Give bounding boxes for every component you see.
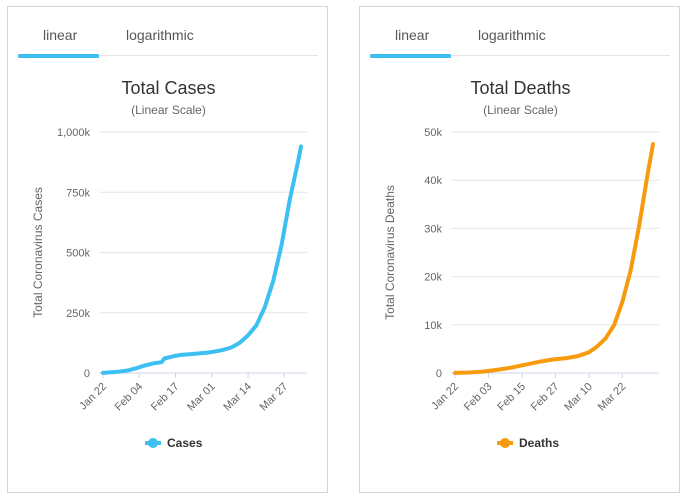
chart-subtitle: (Linear Scale) [483, 103, 558, 117]
tab-divider [370, 55, 670, 56]
tab-divider [18, 55, 318, 56]
tab-linear[interactable]: linear [395, 27, 430, 43]
x-tick-label: Mar 10 [562, 381, 595, 414]
legend-marker [148, 438, 158, 448]
y-tick-label: 30k [424, 223, 442, 235]
x-tick-label: Jan 22 [429, 381, 461, 413]
y-tick-label: 750k [66, 187, 90, 199]
legend-label: Cases [167, 436, 203, 450]
y-tick-label: 0 [436, 368, 442, 380]
cases-chart: Total Cases (Linear Scale) Total Coronavir… [31, 78, 307, 450]
x-tick-label: Mar 22 [596, 381, 629, 414]
x-tick-label: Feb 04 [113, 381, 146, 414]
legend-marker [500, 438, 510, 448]
tab-logarithmic[interactable]: logarithmic [478, 27, 546, 43]
deaths-chart: Total Deaths (Linear Scale) Total Coronavi… [383, 78, 659, 450]
x-tick-label: Feb 17 [149, 381, 182, 414]
chart-title: Total Cases [121, 78, 215, 98]
chart-subtitle: (Linear Scale) [131, 103, 206, 117]
x-tick-label: Feb 03 [462, 381, 495, 414]
tab-logarithmic[interactable]: logarithmic [126, 27, 194, 43]
y-tick-label: 0 [84, 368, 90, 380]
x-tick-label: Jan 22 [77, 381, 109, 413]
y-axis-title: Total Coronavirus Cases [31, 187, 45, 318]
y-tick-label: 10k [424, 320, 442, 332]
series-line [453, 142, 655, 375]
chart-title: Total Deaths [470, 78, 570, 98]
x-tick-label: Mar 27 [258, 381, 291, 414]
deaths-chart-panel: linear logarithmic Total Deaths (Linear S… [359, 6, 680, 493]
scale-tabs: linear logarithmic [360, 7, 679, 58]
scale-tabs: linear logarithmic [8, 7, 327, 58]
y-tick-label: 40k [424, 175, 442, 187]
y-tick-label: 250k [66, 308, 90, 320]
y-tick-label: 500k [66, 248, 90, 260]
x-tick-label: Mar 14 [221, 381, 254, 414]
y-tick-label: 1,000k [57, 127, 91, 139]
cases-chart-panel: linear logarithmic Total Cases (Linear Sc… [7, 6, 328, 493]
series-line [101, 144, 303, 375]
active-tab-indicator [370, 54, 451, 58]
x-tick-label: Feb 15 [495, 381, 528, 414]
active-tab-indicator [18, 54, 99, 58]
y-tick-label: 20k [424, 272, 442, 284]
y-tick-label: 50k [424, 127, 442, 139]
x-tick-label: Feb 27 [529, 381, 562, 414]
tab-linear[interactable]: linear [43, 27, 78, 43]
x-tick-label: Mar 01 [185, 381, 218, 414]
y-axis-title: Total Coronavirus Deaths [383, 185, 397, 320]
legend-label: Deaths [519, 436, 559, 450]
